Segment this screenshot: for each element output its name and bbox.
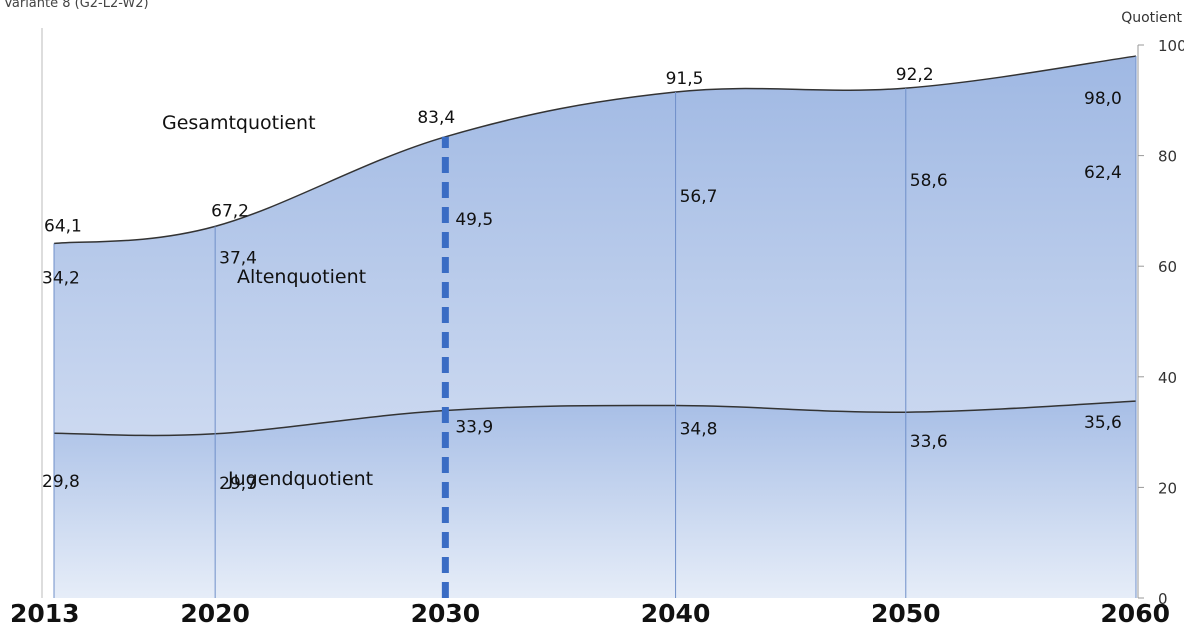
value-label-altenquotient: 62,4 [1084,163,1122,183]
y-tick-label: 0 [1158,590,1168,608]
y-tick-label: 40 [1158,369,1177,387]
series-label-jugendquotient: Jugendquotient [227,468,373,490]
value-label-jugendquotient: 33,6 [910,432,948,452]
value-label-jugendquotient: 34,8 [680,420,718,440]
x-tick-label: 2030 [411,599,481,626]
value-label-gesamtquotient: 91,5 [666,69,704,89]
value-label-gesamtquotient: 83,4 [417,108,455,128]
value-label-altenquotient: 34,2 [42,269,80,289]
x-tick-label: 2060 [1100,599,1170,626]
y-axis-title: Quotient [1121,10,1182,26]
value-label-gesamtquotient: 98,0 [1084,89,1122,109]
x-tick-label: 2040 [641,599,711,626]
y-tick-label: 100 [1158,37,1184,55]
value-label-altenquotient: 49,5 [455,210,493,230]
value-label-altenquotient: 56,7 [680,187,718,207]
y-tick-label: 20 [1158,479,1177,497]
x-tick-label: 2050 [871,599,941,626]
y-tick-label: 80 [1158,148,1177,166]
x-tick-label: 2013 [10,599,80,626]
series-label-altenquotient: Altenquotient [237,266,366,288]
value-label-gesamtquotient: 92,2 [896,65,934,85]
value-label-jugendquotient: 29,7 [219,474,257,494]
y-tick-label: 60 [1158,258,1177,276]
value-label-jugendquotient: 33,9 [455,418,493,438]
chart-subtitle: Variante 8 (G2-L2-W2) [4,0,149,11]
value-label-altenquotient: 58,6 [910,171,948,191]
series-label-gesamtquotient: Gesamtquotient [162,112,316,134]
value-label-gesamtquotient: 64,1 [44,217,82,237]
value-label-jugendquotient: 35,6 [1084,413,1122,433]
x-tick-label: 2020 [180,599,250,626]
value-label-altenquotient: 37,4 [219,248,257,268]
value-label-jugendquotient: 29,8 [42,472,80,492]
area-jugendquotient [54,401,1136,598]
value-label-gesamtquotient: 67,2 [211,201,249,221]
